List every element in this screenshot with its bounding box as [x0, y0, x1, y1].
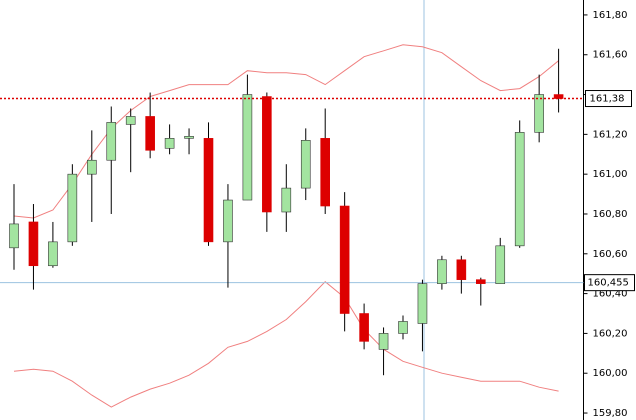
y-tick-label: 161,20: [593, 129, 628, 140]
y-tick-label: 160,80: [593, 209, 628, 220]
crosshair-box: [584, 274, 635, 292]
candle-body: [456, 259, 467, 280]
candle-body: [145, 116, 155, 151]
candle-body: [320, 138, 331, 207]
candle-body: [514, 132, 525, 247]
candle-body: [28, 221, 39, 267]
candle-body: [48, 241, 58, 267]
candle-body: [87, 159, 97, 175]
candle-body: [300, 140, 311, 189]
candle-body: [475, 279, 486, 284]
candle-body: [534, 94, 544, 133]
y-tick-label: 160,40: [593, 289, 628, 300]
candle-body: [359, 313, 369, 342]
y-tick-label: 160,20: [593, 328, 628, 339]
y-tick-label: 161,60: [593, 50, 628, 61]
candle-body: [378, 333, 389, 350]
candle-body: [9, 223, 19, 249]
y-tick-label: 160,00: [593, 368, 628, 379]
y-tick-label: 161,80: [593, 10, 628, 21]
candle-body: [67, 173, 78, 243]
candle-body: [437, 259, 447, 284]
candle-body: [262, 96, 272, 213]
last-price-box: [585, 90, 632, 108]
candle-body: [164, 138, 175, 149]
bollinger-band: [13, 44, 559, 219]
candle-body: [398, 321, 408, 334]
y-tick-label: 159,80: [593, 408, 628, 419]
candle-body: [417, 283, 428, 324]
candle-body: [184, 136, 194, 139]
candle-body: [495, 245, 506, 284]
candle-body: [339, 205, 350, 314]
candle-body: [106, 122, 117, 161]
candle-body: [223, 199, 233, 243]
candle-body: [242, 94, 253, 201]
candle-body: [125, 116, 136, 125]
bollinger-band: [13, 281, 559, 408]
last-price-label: 161,38: [590, 94, 625, 105]
crosshair-label: 160,455: [588, 278, 629, 289]
candle-body: [203, 138, 214, 243]
candle-body: [281, 187, 292, 213]
candle-body: [553, 94, 564, 99]
y-tick-label: 161,00: [593, 169, 628, 180]
y-tick-label: 160,60: [593, 249, 628, 260]
